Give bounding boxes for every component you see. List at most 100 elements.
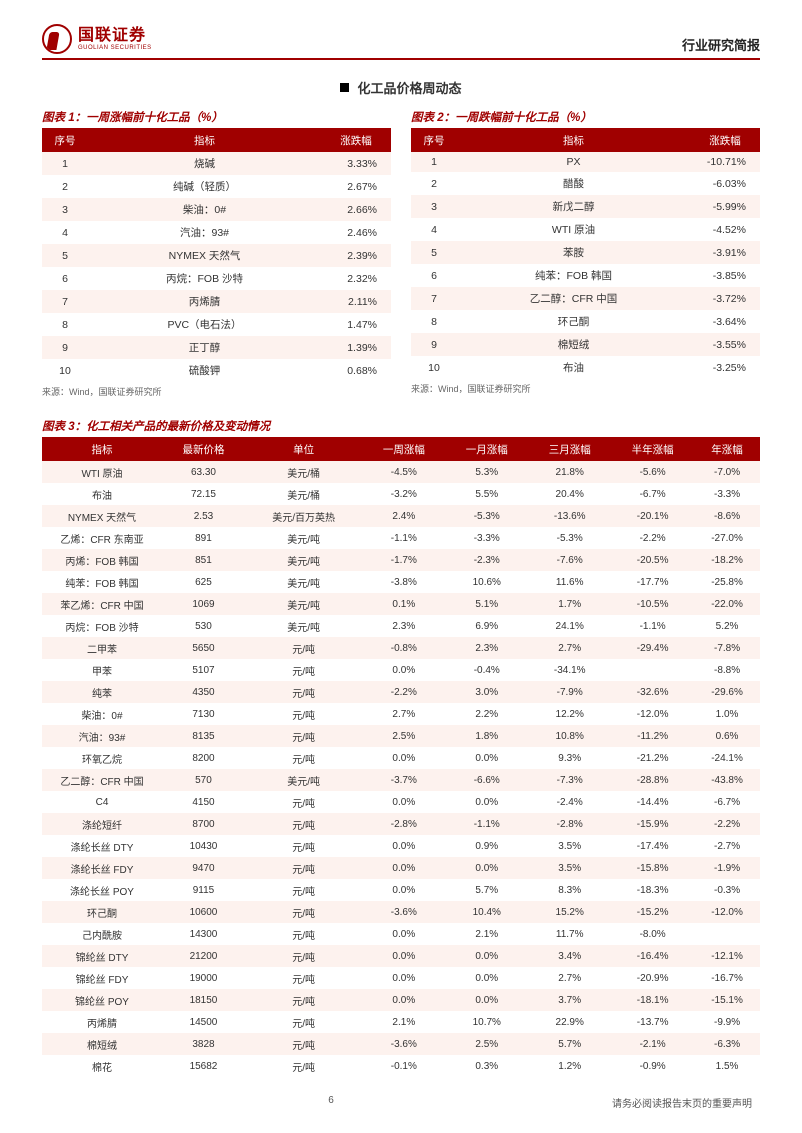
table-cell: -5.3% <box>528 527 611 549</box>
table-cell: 0.0% <box>362 659 445 681</box>
table-cell: 0.0% <box>362 967 445 989</box>
table-row: 锦纶丝 DTY21200元/吨0.0%0.0%3.4%-16.4%-12.1% <box>42 945 760 967</box>
table-cell: 1.2% <box>528 1055 611 1077</box>
table-cell: -3.25% <box>690 356 760 379</box>
table-cell: 4350 <box>162 681 245 703</box>
table-row: 棉花15682元/吨-0.1%0.3%1.2%-0.9%1.5% <box>42 1055 760 1077</box>
table-cell: -11.2% <box>611 725 694 747</box>
table-cell: 丙烷：FOB 沙特 <box>42 615 162 637</box>
table-cell: 0.9% <box>445 835 528 857</box>
table-cell: 0.0% <box>445 747 528 769</box>
table-cell: 元/吨 <box>245 659 362 681</box>
table-cell: -20.9% <box>611 967 694 989</box>
table-cell: 苯胺 <box>457 241 690 264</box>
figure2-title: 图表 2：一周跌幅前十化工品（%） <box>411 109 760 129</box>
table-row: 4汽油：93#2.46% <box>42 221 391 244</box>
table-cell: 0.0% <box>362 857 445 879</box>
table-cell: 美元/桶 <box>245 483 362 505</box>
table-cell: 元/吨 <box>245 1011 362 1033</box>
table-cell: 2.1% <box>445 923 528 945</box>
table-cell: 2.7% <box>528 967 611 989</box>
table-row: 8PVC（电石法）1.47% <box>42 313 391 336</box>
table-cell: 锦纶丝 POY <box>42 989 162 1011</box>
table-cell: -22.0% <box>694 593 760 615</box>
table-cell: 2.3% <box>362 615 445 637</box>
table-cell: -15.1% <box>694 989 760 1011</box>
table-cell: -7.8% <box>694 637 760 659</box>
table-row: 5苯胺-3.91% <box>411 241 760 264</box>
table-row: 柴油：0#7130元/吨2.7%2.2%12.2%-12.0%1.0% <box>42 703 760 725</box>
table-row: 1烧碱3.33% <box>42 152 391 175</box>
table-cell: -29.6% <box>694 681 760 703</box>
table-cell: 锦纶丝 FDY <box>42 967 162 989</box>
table-header-cell: 年涨幅 <box>694 438 760 461</box>
table-cell: 柴油：0# <box>42 703 162 725</box>
table-row: 棉短绒3828元/吨-3.6%2.5%5.7%-2.1%-6.3% <box>42 1033 760 1055</box>
table-cell: 0.0% <box>445 967 528 989</box>
table-cell <box>611 659 694 681</box>
table-cell: 1.5% <box>694 1055 760 1077</box>
table-header-cell: 指标 <box>88 129 321 152</box>
table-cell: 纯苯 <box>42 681 162 703</box>
table-cell: 19000 <box>162 967 245 989</box>
table-cell: 7 <box>411 287 457 310</box>
table-cell: 9.3% <box>528 747 611 769</box>
table-row: 丙烯：FOB 韩国851美元/吨-1.7%-2.3%-7.6%-20.5%-18… <box>42 549 760 571</box>
table-cell: 5 <box>42 244 88 267</box>
footer-disclaimer: 请务必阅读报告末页的重要声明 <box>612 1095 752 1110</box>
table-cell: 锦纶丝 DTY <box>42 945 162 967</box>
table-row: NYMEX 天然气2.53美元/百万英热2.4%-5.3%-13.6%-20.1… <box>42 505 760 527</box>
table-cell: 0.1% <box>362 593 445 615</box>
table-row: 3柴油：0#2.66% <box>42 198 391 221</box>
table-cell: -7.0% <box>694 461 760 483</box>
table-cell: 8.3% <box>528 879 611 901</box>
table-cell: -0.4% <box>445 659 528 681</box>
table-cell: 8135 <box>162 725 245 747</box>
table-cell: 8700 <box>162 813 245 835</box>
table-cell: 丙烷：FOB 沙特 <box>88 267 321 290</box>
table-cell: 元/吨 <box>245 747 362 769</box>
table-row: 10硫酸钾0.68% <box>42 359 391 382</box>
table-cell: -2.3% <box>445 549 528 571</box>
table-cell: WTI 原油 <box>42 461 162 483</box>
table-row: 乙烯：CFR 东南亚891美元/吨-1.1%-3.3%-5.3%-2.2%-27… <box>42 527 760 549</box>
table-header-cell: 涨跌幅 <box>321 129 391 152</box>
table-row: 6纯苯：FOB 韩国-3.85% <box>411 264 760 287</box>
table-cell: 12.2% <box>528 703 611 725</box>
table-cell: 0.6% <box>694 725 760 747</box>
table-cell: 18150 <box>162 989 245 1011</box>
table-cell: 丙烯腈 <box>42 1011 162 1033</box>
table-row: 涤纶长丝 DTY10430元/吨0.0%0.9%3.5%-17.4%-2.7% <box>42 835 760 857</box>
table-cell: 元/吨 <box>245 857 362 879</box>
figure1-source: 来源：Wind，国联证券研究所 <box>42 385 391 398</box>
table-cell: 1.8% <box>445 725 528 747</box>
table-cell: 己内酰胺 <box>42 923 162 945</box>
table-row: 5NYMEX 天然气2.39% <box>42 244 391 267</box>
table-cell: 美元/桶 <box>245 461 362 483</box>
table-cell: -0.3% <box>694 879 760 901</box>
table-cell: 3 <box>42 198 88 221</box>
table-cell: 美元/百万英热 <box>245 505 362 527</box>
table-cell: -7.6% <box>528 549 611 571</box>
table-cell: 8 <box>42 313 88 336</box>
table-cell: 纯苯：FOB 韩国 <box>42 571 162 593</box>
table-cell: 3.7% <box>528 989 611 1011</box>
table-cell: -5.99% <box>690 195 760 218</box>
table-cell: -15.9% <box>611 813 694 835</box>
table-header-cell: 指标 <box>457 129 690 152</box>
page-header: 国联证券 GUOLIAN SECURITIES 行业研究简报 <box>42 24 760 60</box>
table-cell: 8 <box>411 310 457 333</box>
table-cell: 2.32% <box>321 267 391 290</box>
table-cell: 环己酮 <box>457 310 690 333</box>
table-header-cell: 序号 <box>42 129 88 152</box>
table-cell: -27.0% <box>694 527 760 549</box>
table-cell: 2.66% <box>321 198 391 221</box>
table-cell: -3.85% <box>690 264 760 287</box>
table-row: 甲苯5107元/吨0.0%-0.4%-34.1%-8.8% <box>42 659 760 681</box>
table-cell: 0.0% <box>362 879 445 901</box>
table-cell: 4 <box>42 221 88 244</box>
table-row: 环己酮10600元/吨-3.6%10.4%15.2%-15.2%-12.0% <box>42 901 760 923</box>
table-cell: -16.7% <box>694 967 760 989</box>
table-cell: 2.2% <box>445 703 528 725</box>
table-cell: 3.33% <box>321 152 391 175</box>
